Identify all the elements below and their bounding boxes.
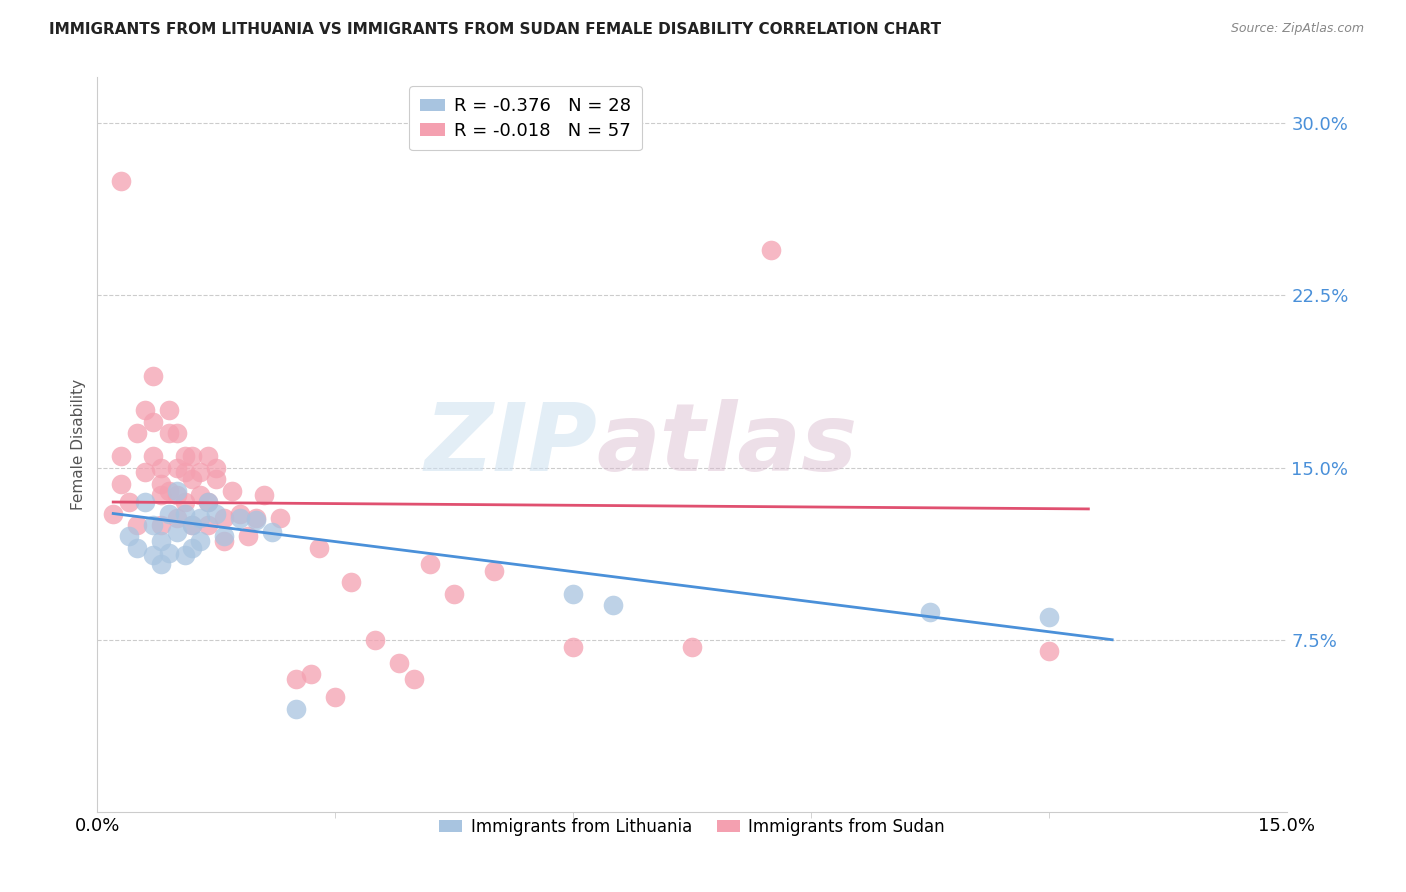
Point <box>173 495 195 509</box>
Point <box>110 449 132 463</box>
Point <box>173 449 195 463</box>
Point <box>197 495 219 509</box>
Point <box>134 495 156 509</box>
Point <box>103 507 125 521</box>
Point <box>236 529 259 543</box>
Point <box>482 564 505 578</box>
Text: ZIP: ZIP <box>425 399 596 491</box>
Point <box>197 495 219 509</box>
Point <box>149 460 172 475</box>
Point <box>142 548 165 562</box>
Point <box>181 541 204 555</box>
Point <box>197 449 219 463</box>
Point <box>149 518 172 533</box>
Point <box>181 472 204 486</box>
Point <box>118 529 141 543</box>
Point <box>245 511 267 525</box>
Point <box>142 449 165 463</box>
Point <box>149 534 172 549</box>
Point <box>1038 609 1060 624</box>
Point <box>181 449 204 463</box>
Point <box>443 587 465 601</box>
Text: IMMIGRANTS FROM LITHUANIA VS IMMIGRANTS FROM SUDAN FEMALE DISABILITY CORRELATION: IMMIGRANTS FROM LITHUANIA VS IMMIGRANTS … <box>49 22 942 37</box>
Point <box>284 672 307 686</box>
Point <box>761 243 783 257</box>
Point <box>134 403 156 417</box>
Point <box>190 511 212 525</box>
Point <box>340 575 363 590</box>
Point <box>134 465 156 479</box>
Point <box>299 667 322 681</box>
Point <box>157 545 180 559</box>
Point <box>149 488 172 502</box>
Point <box>562 587 585 601</box>
Point <box>157 483 180 498</box>
Point <box>323 690 346 705</box>
Text: atlas: atlas <box>596 399 858 491</box>
Point <box>149 557 172 571</box>
Point <box>918 605 941 619</box>
Point <box>284 701 307 715</box>
Point <box>229 507 252 521</box>
Point <box>181 518 204 533</box>
Point <box>149 476 172 491</box>
Point <box>173 507 195 521</box>
Point <box>125 426 148 441</box>
Point <box>1038 644 1060 658</box>
Point <box>419 557 441 571</box>
Point <box>308 541 330 555</box>
Point <box>157 426 180 441</box>
Point <box>388 656 411 670</box>
Point <box>212 534 235 549</box>
Point <box>173 548 195 562</box>
Point <box>562 640 585 654</box>
Point <box>190 488 212 502</box>
Point <box>142 415 165 429</box>
Point <box>602 599 624 613</box>
Point <box>157 403 180 417</box>
Point <box>260 524 283 539</box>
Point <box>118 495 141 509</box>
Point <box>190 465 212 479</box>
Point <box>269 511 291 525</box>
Y-axis label: Female Disability: Female Disability <box>72 379 86 510</box>
Point <box>166 426 188 441</box>
Point <box>142 368 165 383</box>
Point <box>212 511 235 525</box>
Point <box>125 518 148 533</box>
Point <box>253 488 276 502</box>
Point <box>205 472 228 486</box>
Text: Source: ZipAtlas.com: Source: ZipAtlas.com <box>1230 22 1364 36</box>
Point <box>681 640 703 654</box>
Point <box>221 483 243 498</box>
Point <box>181 518 204 533</box>
Point <box>110 476 132 491</box>
Point <box>166 460 188 475</box>
Point <box>205 507 228 521</box>
Point <box>157 507 180 521</box>
Point <box>125 541 148 555</box>
Point <box>190 534 212 549</box>
Point <box>364 632 387 647</box>
Point <box>166 524 188 539</box>
Point <box>173 465 195 479</box>
Point <box>229 511 252 525</box>
Point <box>166 511 188 525</box>
Legend: Immigrants from Lithuania, Immigrants from Sudan: Immigrants from Lithuania, Immigrants fr… <box>430 809 953 844</box>
Point <box>404 672 426 686</box>
Point <box>205 460 228 475</box>
Point <box>212 529 235 543</box>
Point <box>142 518 165 533</box>
Point <box>166 488 188 502</box>
Point <box>245 513 267 527</box>
Point <box>197 518 219 533</box>
Point <box>166 483 188 498</box>
Point <box>110 174 132 188</box>
